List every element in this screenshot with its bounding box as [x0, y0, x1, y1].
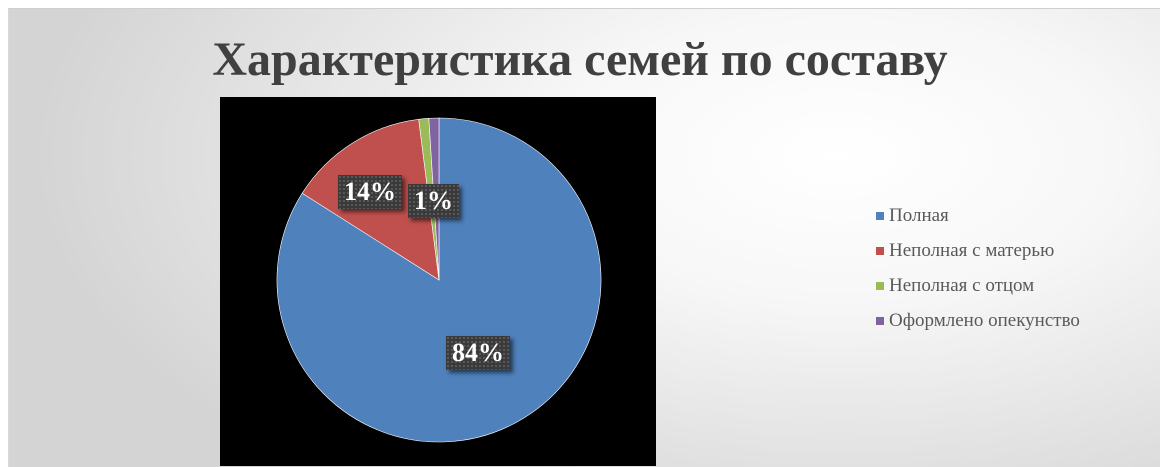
legend-swatch: [876, 211, 884, 220]
data-label-polnaya: 84%: [446, 336, 510, 370]
legend-swatch: [876, 316, 884, 325]
legend-item-s-materyu: Неполная с матерью: [876, 233, 1146, 268]
legend-item-opekunstvo: Оформлено опекунство: [876, 303, 1146, 338]
legend-swatch: [876, 246, 884, 255]
legend-label: Полная: [889, 204, 949, 226]
data-label-s-materyu: 14%: [338, 175, 402, 209]
legend-item-polnaya: Полная: [876, 198, 1146, 233]
chart-title: Характеристика семей по составу: [212, 33, 948, 86]
legend-label: Неполная с матерью: [889, 239, 1055, 261]
legend-label: Неполная с отцом: [889, 274, 1035, 296]
data-label-s-ottsom: 1%: [408, 184, 459, 218]
legend-swatch: [876, 281, 884, 290]
legend-item-s-ottsom: Неполная с отцом: [876, 268, 1146, 303]
chart-legend: Полная Неполная с матерью Неполная с отц…: [876, 198, 1146, 338]
legend-label: Оформлено опекунство: [889, 309, 1080, 331]
